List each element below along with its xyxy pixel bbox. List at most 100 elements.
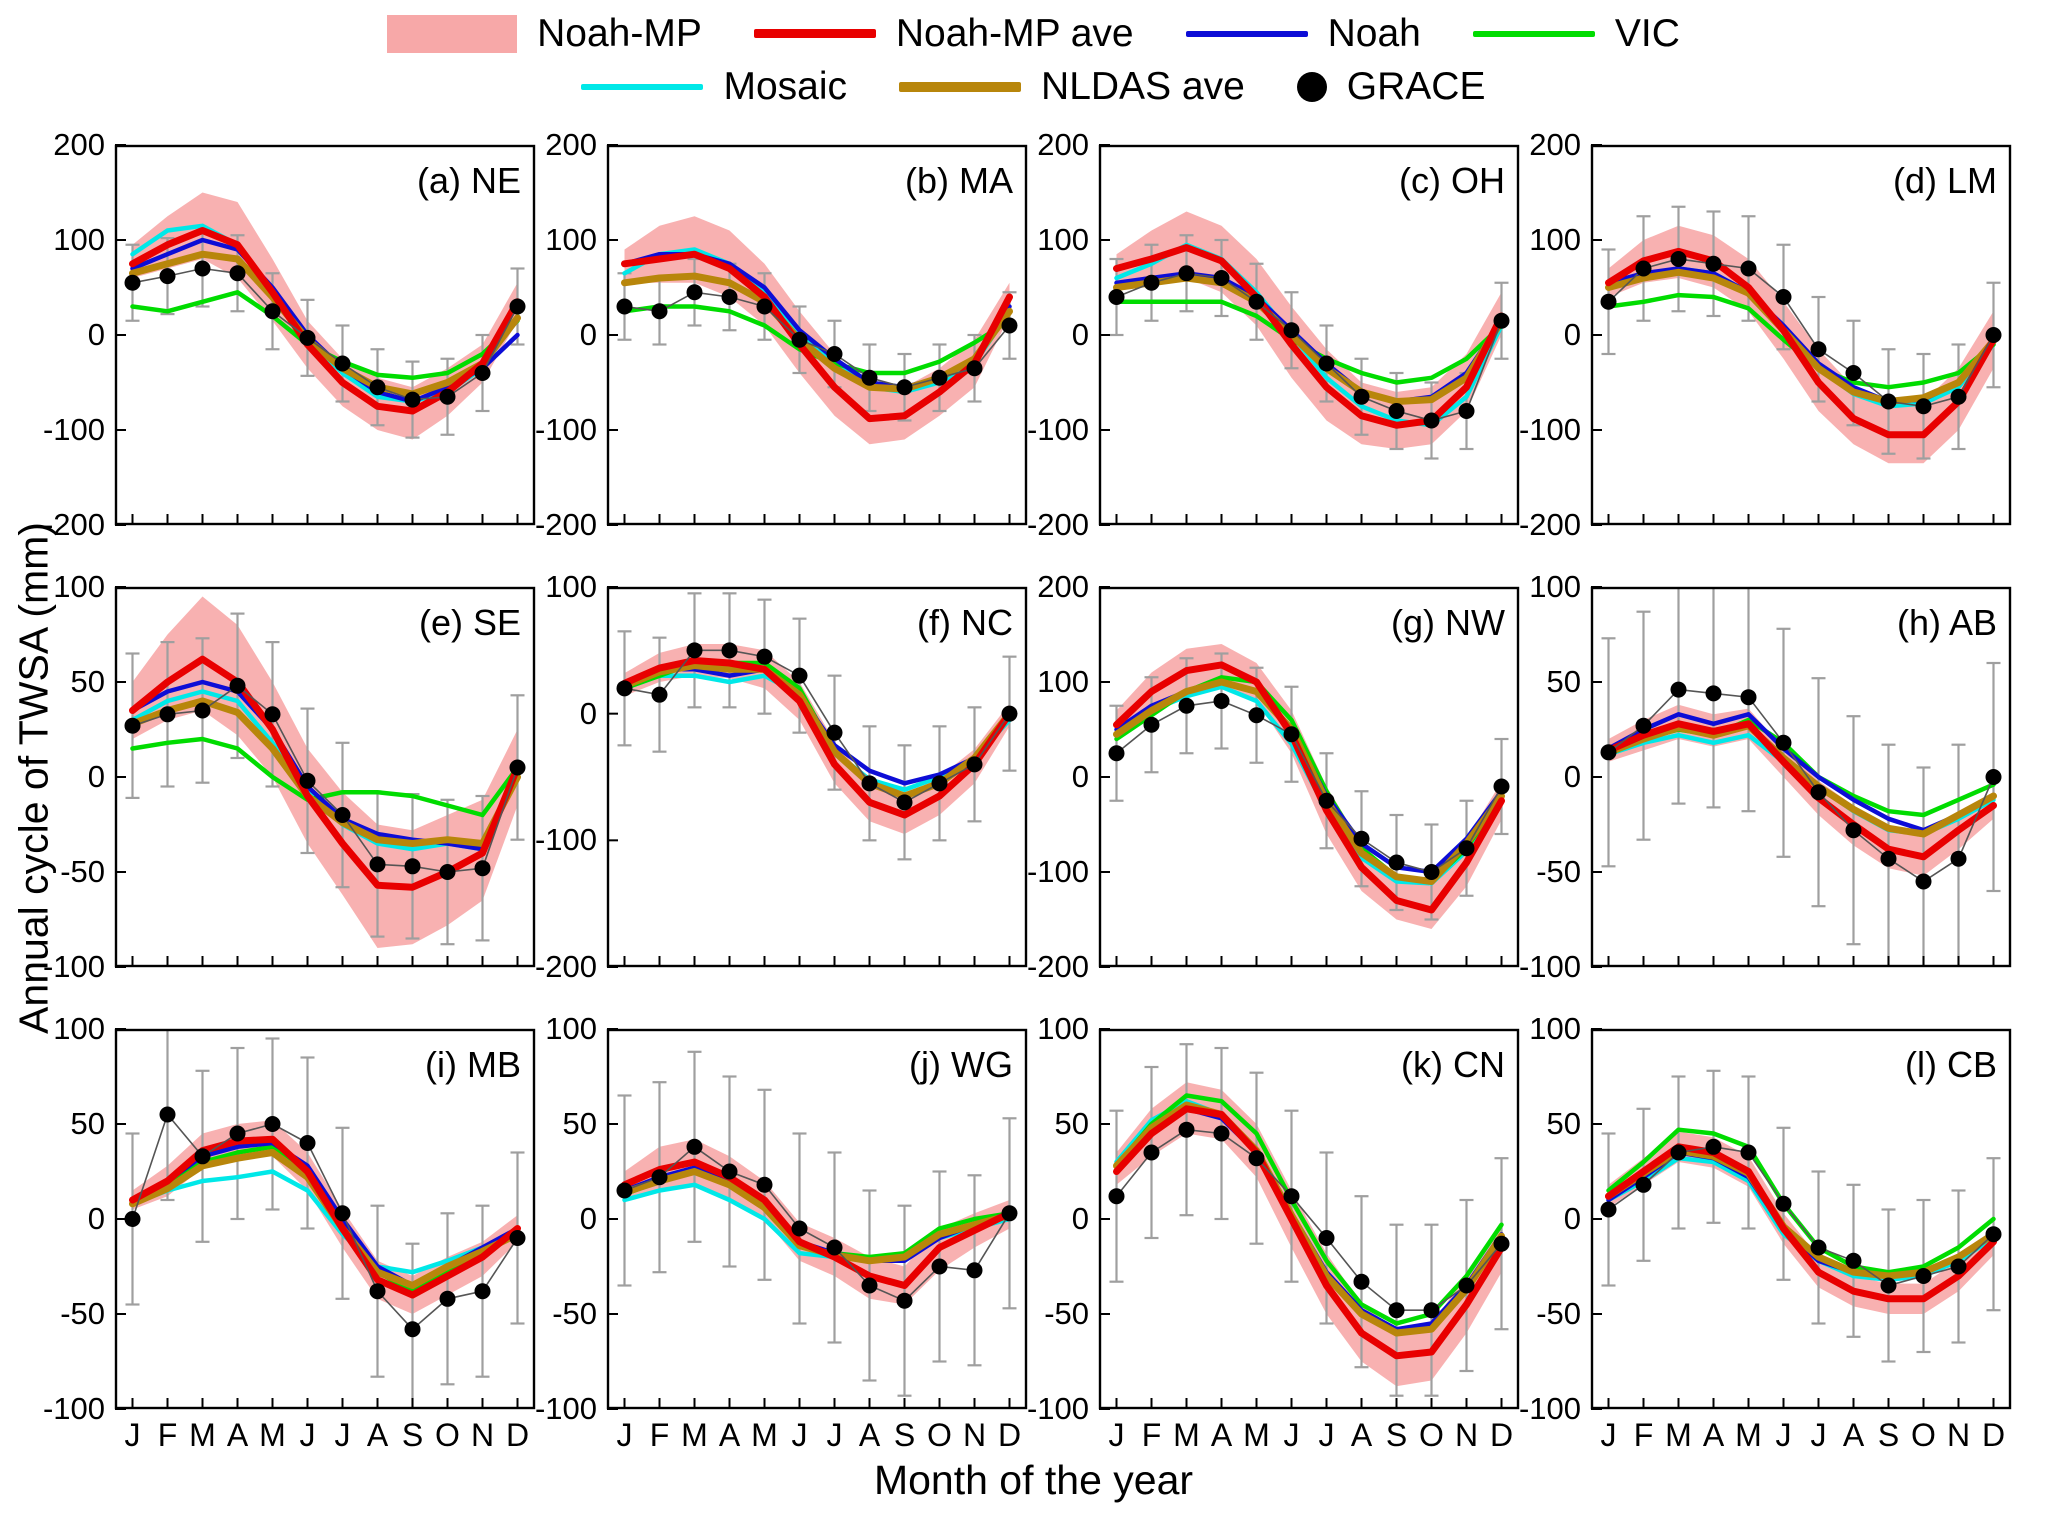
panel-title: (e) SE [419, 602, 521, 643]
grace-dot [404, 391, 421, 408]
legend-item-grace: GRACE [1296, 67, 1486, 106]
month-tick-label: O [435, 1417, 460, 1453]
grace-dot [1283, 322, 1300, 339]
axes-box [1590, 144, 2012, 526]
plot-wg: (j) WG [606, 1028, 1028, 1410]
plot-nw: (g) NW [1098, 586, 1520, 968]
series-noahmp-ave [1113, 244, 1505, 429]
grace-dot [616, 1182, 633, 1199]
grace-dot [1600, 1201, 1617, 1218]
y-tick-label: -50 [60, 854, 105, 889]
y-tick-label: -200 [42, 507, 105, 542]
y-tick-label: -200 [534, 949, 597, 984]
panel-title: (j) WG [909, 1044, 1013, 1085]
grace-dot [1705, 685, 1722, 702]
grace-dot [1915, 1268, 1932, 1284]
grace-dot [791, 667, 808, 684]
month-tick-label: J [616, 1417, 633, 1453]
grace-dot [1423, 864, 1440, 880]
legend-item-nldas-ave: NLDAS ave [899, 67, 1245, 106]
grace-dot [1635, 260, 1652, 277]
series-nldas-ave [1605, 268, 1997, 405]
grace-dot [124, 717, 141, 734]
grace-dot [439, 864, 456, 880]
grace-dot [1915, 873, 1932, 890]
legend-line-swatch [1472, 30, 1595, 37]
series-noahmp-ave [621, 657, 1013, 819]
y-tick-label: 50 [1054, 1106, 1089, 1141]
month-tick-label: F [649, 1417, 670, 1453]
y-tick-label: -100 [42, 1391, 105, 1426]
panel-title: (c) OH [1399, 160, 1505, 201]
grace-dot [1950, 850, 1967, 867]
grace-dot [1740, 1144, 1757, 1161]
grace-dot [1670, 1144, 1687, 1161]
grace-dot [1213, 693, 1230, 709]
grace-dot [1670, 681, 1687, 698]
y-tick-label: 0 [1071, 1201, 1089, 1236]
grace-dot [966, 756, 983, 773]
grace-dot [369, 379, 386, 396]
noahmp-band [1116, 644, 1502, 929]
grace-dot [1143, 274, 1160, 291]
month-tick-label: O [1911, 1417, 1936, 1453]
month-tick-label: J [1600, 1417, 1617, 1453]
grace-dot [229, 677, 246, 694]
grace-dot [1248, 1150, 1265, 1167]
panel-nc: 100 0 -100 -200 (f) NC [535, 569, 1028, 984]
legend-item-mosaic: Mosaic [581, 67, 847, 106]
series-nldas-ave [129, 697, 521, 847]
grace-dot [1740, 689, 1757, 706]
grace-dot [159, 268, 176, 285]
grace-dot [1635, 717, 1652, 734]
grace-dot [861, 775, 878, 792]
series-mosaic [130, 1169, 520, 1275]
grace-dot [931, 1258, 948, 1275]
legend-line-swatch [899, 81, 1022, 92]
grace-dot [1985, 327, 2002, 343]
y-tick-label: 0 [1071, 759, 1089, 794]
grace-dot [1178, 697, 1195, 714]
panel-title: (g) NW [1391, 602, 1505, 643]
grace-dot [1108, 289, 1125, 305]
grace-dot [616, 298, 633, 315]
plot-mb: (i) MB [114, 1028, 536, 1410]
grace-dot [1213, 270, 1230, 286]
grace-dot [229, 265, 246, 282]
grace-dot [1458, 403, 1475, 419]
month-tick-label: M [681, 1417, 708, 1453]
grace-dot [721, 289, 738, 305]
legend-label: Noah-MP [537, 12, 702, 55]
month-tick-label: J [1283, 1417, 1300, 1453]
grace-dot [791, 331, 808, 348]
plot-ne: (a) NE [114, 144, 536, 526]
grace-dot [509, 298, 526, 315]
month-tick-label: S [893, 1417, 916, 1453]
grace-dot [826, 1239, 843, 1256]
y-tick-label: -100 [1518, 949, 1581, 984]
month-tick-label: J [299, 1417, 316, 1453]
panel-lm: 200 100 0 -100 -200 (d) LM [1519, 127, 2012, 542]
series-grace-line [1115, 1128, 1503, 1312]
y-tick-label: -50 [1536, 1296, 1581, 1331]
grace-dot [896, 794, 913, 811]
grace-dot [1388, 403, 1405, 419]
panel-title: (f) NC [917, 602, 1013, 643]
series-noahmp-ave [1605, 720, 1997, 861]
panel-oh: 200 100 0 -100 -200 (c) OH [1027, 127, 1520, 542]
y-tick-label: 0 [1563, 1201, 1581, 1236]
grace-dot [264, 706, 281, 723]
grace-dot [1845, 822, 1862, 839]
y-tick-label: 100 [1037, 664, 1089, 699]
month-tick-label: S [401, 1417, 424, 1453]
month-tick-label: A [1210, 1417, 1233, 1453]
grace-error-bars [1601, 1069, 2001, 1363]
grace-dot [1001, 1205, 1018, 1222]
grace-dot [509, 759, 526, 776]
grace-dot [369, 1283, 386, 1300]
y-tick-label: -100 [1026, 1391, 1089, 1426]
legend-label: Noah-MP ave [895, 12, 1134, 55]
month-tick-label: O [1419, 1417, 1444, 1453]
grace-dot [439, 1290, 456, 1307]
